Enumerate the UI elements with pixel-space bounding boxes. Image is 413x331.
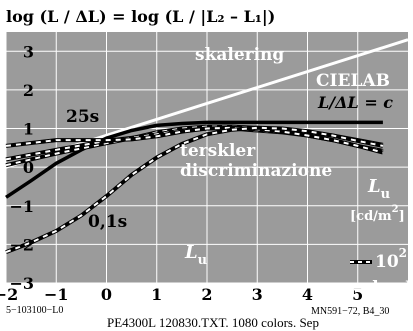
y-tick-label: 2 xyxy=(23,81,34,100)
y-tick-label: 0 xyxy=(23,158,34,177)
footer-right-small: MN591−72, B4_30 xyxy=(311,306,389,317)
annotation-01s: 0,1s xyxy=(88,212,127,232)
annotation-skalering: skalering xyxy=(195,45,284,65)
grid xyxy=(5,32,408,284)
x-tick-label: 4 xyxy=(302,285,313,304)
chart-title: log (L / ΔL) = log (L / |L₂ – L₁|) xyxy=(6,7,275,26)
annotation-cielab-formula: L/ΔL = c xyxy=(317,93,393,112)
x-tick-label: 3 xyxy=(252,285,263,304)
x-tick-label: 0 xyxy=(101,285,112,304)
x-tick-label: 5 xyxy=(352,285,363,304)
series-dash-curve-4 xyxy=(5,126,384,154)
y-tick-label: 3 xyxy=(23,42,34,61)
legend-lu: Lu xyxy=(367,176,390,202)
legend-unit: [cd/m2] xyxy=(350,204,405,224)
annotation-25s: 25s xyxy=(66,107,99,127)
footer-bottom: PE4300L 120830.TXT. 1080 colors. Sep xyxy=(107,315,319,330)
x-tick-label: −2 xyxy=(0,285,18,304)
annotation-terskler: terskler xyxy=(180,141,256,161)
footer-left: 5−103100−L0 xyxy=(6,305,63,316)
x-tick-label: −1 xyxy=(44,285,69,304)
y-tick-label: −1 xyxy=(9,197,34,216)
x-tick-label: 1 xyxy=(151,285,162,304)
legend-dash-value: 102 xyxy=(375,246,407,272)
series-dash-0-1s xyxy=(5,126,384,254)
lu-axis-label: Lu xyxy=(184,242,207,268)
x-tick-label: 2 xyxy=(201,285,212,304)
series-line-cielab xyxy=(5,120,383,199)
annotation-cielab: CIELAB xyxy=(316,71,390,91)
y-tick-label: −3 xyxy=(9,274,34,293)
y-tick-label: 1 xyxy=(23,120,34,139)
y-tick-label: −2 xyxy=(9,235,34,254)
series-layer xyxy=(5,38,409,254)
x-axis-label: x = logL xyxy=(335,278,413,298)
annotation-discriminazione: discriminazione xyxy=(180,161,332,181)
